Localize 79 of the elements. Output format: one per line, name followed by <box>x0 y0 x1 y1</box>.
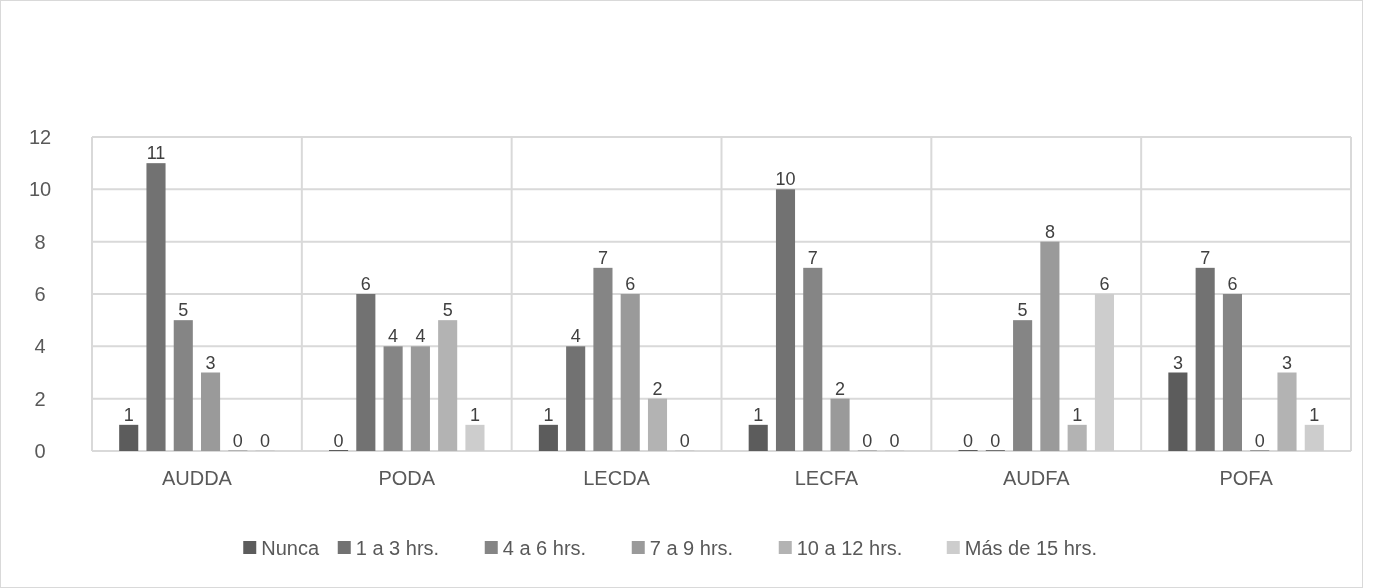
y-tick-label: 2 <box>34 387 46 410</box>
data-label: 6 <box>360 274 371 294</box>
data-label: 5 <box>442 300 453 321</box>
bar <box>119 424 139 451</box>
bar <box>1067 424 1087 451</box>
bar <box>438 320 458 451</box>
data-label: 7 <box>1200 247 1211 268</box>
legend-label: 1 a 3 hrs. <box>355 537 440 559</box>
data-label: 0 <box>990 431 1001 451</box>
bar <box>593 267 613 451</box>
data-label: 4 <box>415 326 426 347</box>
bar <box>173 320 193 451</box>
bar <box>201 372 221 451</box>
data-label: 1 <box>123 404 134 425</box>
x-tick-label: POFA <box>1219 467 1274 489</box>
bar <box>383 346 403 451</box>
bar <box>538 424 558 451</box>
y-tick-label: 8 <box>34 230 46 253</box>
bar <box>1040 241 1060 451</box>
data-label: 8 <box>1044 221 1055 242</box>
data-label: 3 <box>205 352 216 373</box>
bar <box>1222 294 1242 451</box>
data-label: 10 <box>775 169 796 190</box>
data-label: 5 <box>1017 300 1028 321</box>
data-label: 1 <box>1072 404 1083 425</box>
data-label: 6 <box>1227 274 1238 294</box>
data-label: 2 <box>835 378 846 399</box>
bar <box>1277 372 1297 451</box>
data-label: 4 <box>388 326 399 347</box>
data-label: 0 <box>963 431 974 451</box>
data-label: 0 <box>679 431 690 451</box>
y-tick-label: 4 <box>34 335 46 358</box>
bar <box>1013 320 1033 451</box>
x-tick-label: PODA <box>378 467 436 489</box>
data-label: 4 <box>570 326 581 347</box>
y-tick-label: 12 <box>28 126 52 148</box>
data-label: 7 <box>807 247 818 268</box>
data-label: 6 <box>1099 274 1110 294</box>
data-label: 7 <box>597 247 608 268</box>
legend-label: Nunca <box>261 537 320 559</box>
x-tick-label: LECFA <box>794 467 859 489</box>
bar <box>566 346 586 451</box>
x-tick-label: AUDFA <box>1002 467 1071 489</box>
data-label: 2 <box>652 378 663 399</box>
y-tick-label: 6 <box>34 283 46 305</box>
data-label: 3 <box>1281 352 1293 373</box>
bar <box>410 346 430 451</box>
data-label: 0 <box>1254 431 1265 451</box>
x-tick-label: AUDDA <box>161 467 233 489</box>
data-label: 0 <box>232 431 243 451</box>
data-label: 0 <box>862 431 873 451</box>
legend-label: 10 a 12 hrs. <box>796 537 903 559</box>
legend-label: Más de 15 hrs. <box>964 537 1098 559</box>
bar <box>620 294 640 451</box>
bar <box>356 294 376 451</box>
bar <box>830 398 850 451</box>
bar <box>146 163 166 451</box>
bar <box>748 424 768 451</box>
y-tick-label: 0 <box>34 440 46 462</box>
legend-label: 4 a 6 hrs. <box>502 537 587 559</box>
y-tick-label: 10 <box>28 178 52 201</box>
data-label: 1 <box>469 404 480 425</box>
legend-label: 7 a 9 hrs. <box>649 537 734 559</box>
data-label: 6 <box>625 274 636 294</box>
data-label: 0 <box>333 431 344 451</box>
data-label: 11 <box>146 143 166 164</box>
data-label: 5 <box>178 300 189 321</box>
data-label: 1 <box>753 404 764 425</box>
bar <box>1195 267 1215 451</box>
bar <box>775 189 796 451</box>
x-tick-label: LECDA <box>583 467 651 489</box>
data-label: 3 <box>1172 352 1183 373</box>
data-label: 0 <box>889 431 900 451</box>
bar <box>647 398 668 451</box>
bar <box>1168 372 1188 451</box>
data-label: 0 <box>260 431 271 451</box>
data-label: 1 <box>1309 404 1320 425</box>
bar <box>803 267 823 451</box>
data-label: 1 <box>543 404 554 425</box>
